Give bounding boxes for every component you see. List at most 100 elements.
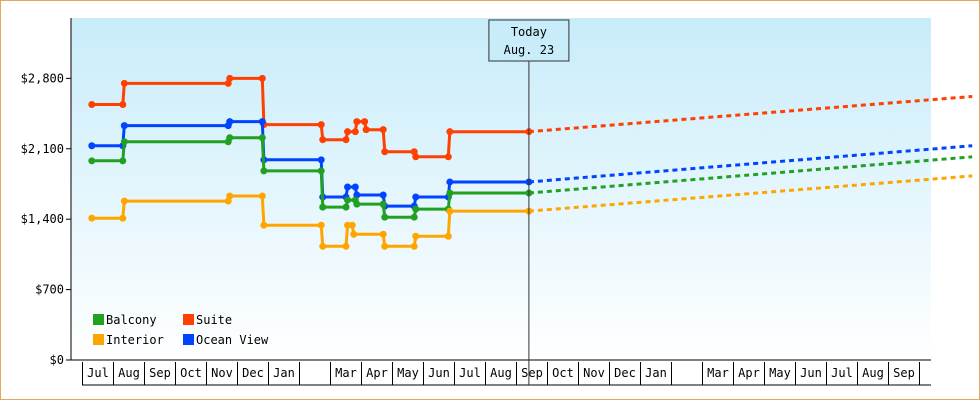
data-point-suite [361,118,369,126]
data-point-ocean-view [317,156,325,164]
data-point-ocean-view [258,118,266,126]
data-point-balcony [410,213,418,221]
data-point-balcony [446,189,454,197]
legend-label-balcony: Balcony [106,313,157,327]
legend-label-ocean-view: Ocean View [196,333,269,347]
data-point-suite [381,148,389,156]
data-point-ocean-view [446,178,454,186]
data-point-suite [351,128,359,136]
forecast-line-suite [528,94,973,134]
data-point-ocean-view [351,183,359,191]
x-tick-label: Aug [490,366,512,380]
data-point-balcony [258,134,266,142]
today-label: Today [511,25,547,39]
data-point-balcony [119,157,127,165]
data-point-suite [226,74,234,82]
y-tick-label: $2,800 [21,71,64,85]
x-tick-label: Sep [149,366,171,380]
x-tick-label: Nov [583,366,605,380]
data-point-suite [317,121,325,129]
data-point-interior [226,192,234,200]
x-tick-label: Sep [521,366,543,380]
data-point-balcony [319,203,327,211]
x-tick-label: Aug [862,366,884,380]
data-point-suite [353,118,361,126]
data-point-suite [344,128,352,136]
data-point-ocean-view [344,183,352,191]
x-tick-label: Mar [335,366,357,380]
data-point-interior [319,242,327,250]
data-point-interior [258,192,266,200]
legend-swatch-interior [93,334,104,345]
data-point-suite [120,79,128,87]
x-tick-label: Oct [180,366,202,380]
x-tick-label: Oct [552,366,574,380]
data-point-interior [381,242,389,250]
data-point-ocean-view [88,142,96,150]
x-tick-label: Jul [87,366,109,380]
y-axis-ticks: $0 $700 $1,400 $2,100 $2,800 [21,18,72,367]
x-tick-label: Jul [459,366,481,380]
data-point-interior [350,230,358,238]
y-tick-label: $700 [35,283,64,297]
data-point-balcony [353,200,361,208]
data-point-ocean-view [120,122,128,130]
data-point-balcony [260,167,268,175]
data-point-balcony [379,200,387,208]
data-point-balcony [344,196,352,204]
x-axis: Jul Aug Sep Oct Nov Dec Jan Mar Apr May Jun Jul Aug S… [71,359,931,386]
data-point-interior [379,230,387,238]
data-point-suite [119,101,127,109]
x-tick-label: Jul [831,366,853,380]
forecast-line-ocean-view [528,144,973,184]
today-date: Aug. 23 [504,43,555,57]
legend-label-suite: Suite [196,313,232,327]
x-tick-label: May [769,366,791,380]
data-point-balcony [342,203,350,211]
x-tick-label: Jan [273,366,295,380]
data-point-suite [412,153,420,161]
data-point-suite [446,128,454,136]
x-tick-label: May [397,366,419,380]
data-point-suite [342,136,350,144]
y-tick-label: $0 [50,353,64,367]
data-point-balcony [88,157,96,165]
x-tick-label: Nov [211,366,233,380]
legend-swatch-ocean-view [183,334,194,345]
data-point-ocean-view [379,191,387,199]
plot-background [71,18,931,360]
data-point-suite [362,126,370,134]
x-tick-label: Apr [366,366,388,380]
data-point-suite [88,101,96,109]
legend-label-interior: Interior [106,333,164,347]
data-point-balcony [412,205,420,213]
y-tick-label: $2,100 [21,142,64,156]
x-tick-label: Mar [707,366,729,380]
data-point-interior [410,242,418,250]
forecast-line-interior [528,174,973,213]
data-point-suite [444,153,452,161]
series-layer [88,74,973,250]
data-point-interior [317,221,325,229]
data-point-interior [348,221,356,229]
legend-swatch-balcony [93,314,104,325]
data-point-interior [412,232,420,240]
data-point-interior [120,197,128,205]
forecast-line-balcony [528,155,973,195]
today-box [488,19,570,62]
x-tick-label: Jan [645,366,667,380]
x-tick-label: Sep [893,366,915,380]
data-point-suite [319,136,327,144]
x-tick-label: Dec [614,366,636,380]
data-point-interior [444,232,452,240]
data-point-ocean-view [412,193,420,201]
x-tick-label: Jun [800,366,822,380]
data-point-balcony [381,213,389,221]
legend: Balcony Suite Interior Ocean View [93,313,269,347]
x-tick-label: Jun [428,366,450,380]
data-point-balcony [120,138,128,146]
today-marker: Today Aug. 23 [488,19,570,385]
y-tick-label: $1,400 [21,212,64,226]
data-point-interior [119,214,127,222]
